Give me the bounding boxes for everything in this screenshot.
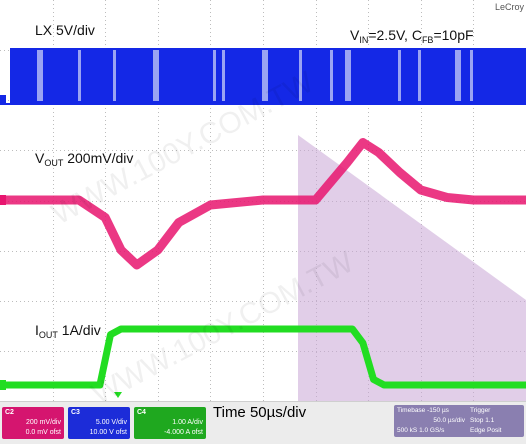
lx-gap — [37, 50, 43, 101]
timebase-samples: 500 kS — [397, 427, 418, 434]
trigger-slope: Posit — [487, 427, 502, 434]
vout-rest: 200mV/div — [63, 150, 134, 166]
lx-gap — [470, 50, 473, 101]
cfb-value: =10pF — [433, 27, 474, 43]
trigger-column: Trigger Stop 1.1 Edge Posit — [470, 406, 522, 436]
vout-main: V — [35, 150, 45, 166]
lx-gap — [418, 50, 421, 101]
vin-label: V — [350, 27, 360, 43]
channel-c2-scale: 200 mV/div — [25, 419, 61, 426]
iout-sub: OUT — [38, 330, 58, 340]
channel-c3-offset: 10.00 V ofst — [89, 429, 127, 436]
lx-gap — [153, 50, 159, 101]
timebase-column: Timebase -150 µs 50.0 µs/div 500 kS 1.0 … — [397, 406, 465, 436]
channel-c3-scale: 5.00 V/div — [95, 419, 127, 426]
iout-main: I — [35, 322, 39, 338]
lx-gap — [398, 50, 401, 101]
channel-offset-marker — [0, 95, 6, 105]
lx-gap — [262, 50, 268, 101]
lx-trace — [0, 48, 526, 105]
channel-c4-offset: -4.000 A ofst — [164, 429, 203, 436]
channel-c3-head: C3 — [71, 409, 80, 416]
timebase-label: Time 50µs/div — [213, 404, 307, 421]
iout-trace — [0, 325, 526, 389]
channel-c4-scale: 1.00 A/div — [172, 419, 203, 426]
vout-sub: OUT — [44, 158, 64, 168]
brand-logo: LeCroy — [494, 2, 524, 12]
trigger-type: Edge — [470, 427, 486, 434]
channel-markers — [0, 95, 122, 398]
timebase-head: Timebase — [397, 407, 426, 414]
trigger-head: Trigger — [470, 407, 491, 414]
trigger-level: 1.1 — [485, 417, 495, 424]
vin-sub: IN — [359, 35, 369, 45]
lx-gap — [330, 50, 333, 101]
vout-trace — [0, 138, 526, 270]
conditions-label: VIN=2.5V, CFB=10pF — [350, 27, 474, 45]
lx-gap — [113, 50, 116, 101]
cfb-sub: FB — [421, 35, 434, 45]
channel-c2-head: C2 — [5, 409, 14, 416]
channel-c2-offset: 0.0 mV ofst — [25, 429, 61, 436]
lx-gap — [78, 50, 81, 101]
trigger-marker — [114, 392, 122, 398]
timebase-rate: 1.0 GS/s — [419, 427, 445, 434]
vout-label: VOUT 200mV/div — [35, 150, 133, 168]
iout-rest: 1A/div — [57, 322, 101, 338]
timebase-offset: -150 µs — [427, 407, 449, 414]
lx-label: LX 5V/div — [35, 22, 95, 38]
lx-gap — [345, 50, 351, 101]
channel-offset-marker — [0, 195, 6, 205]
channel-c4-head: C4 — [137, 409, 146, 416]
lx-gap — [213, 50, 216, 101]
lx-gap — [299, 50, 302, 101]
channel-offset-marker — [0, 380, 6, 390]
channel-c4-chip[interactable]: C4 1.00 A/div -4.000 A ofst — [134, 407, 206, 439]
lx-gap — [455, 50, 461, 101]
channel-c3-chip[interactable]: C3 5.00 V/div 10.00 V ofst — [68, 407, 130, 439]
iout-label: IOUT 1A/div — [35, 322, 101, 340]
timebase-div: 50.0 µs/div — [433, 417, 465, 424]
lx-gap — [222, 50, 225, 101]
timebase-trigger-panel[interactable]: Timebase -150 µs 50.0 µs/div 500 kS 1.0 … — [394, 405, 524, 437]
channel-c2-chip[interactable]: C2 200 mV/div 0.0 mV ofst — [2, 407, 64, 439]
trigger-mode: Stop — [470, 417, 484, 424]
vin-value: =2.5V, C — [368, 27, 422, 43]
